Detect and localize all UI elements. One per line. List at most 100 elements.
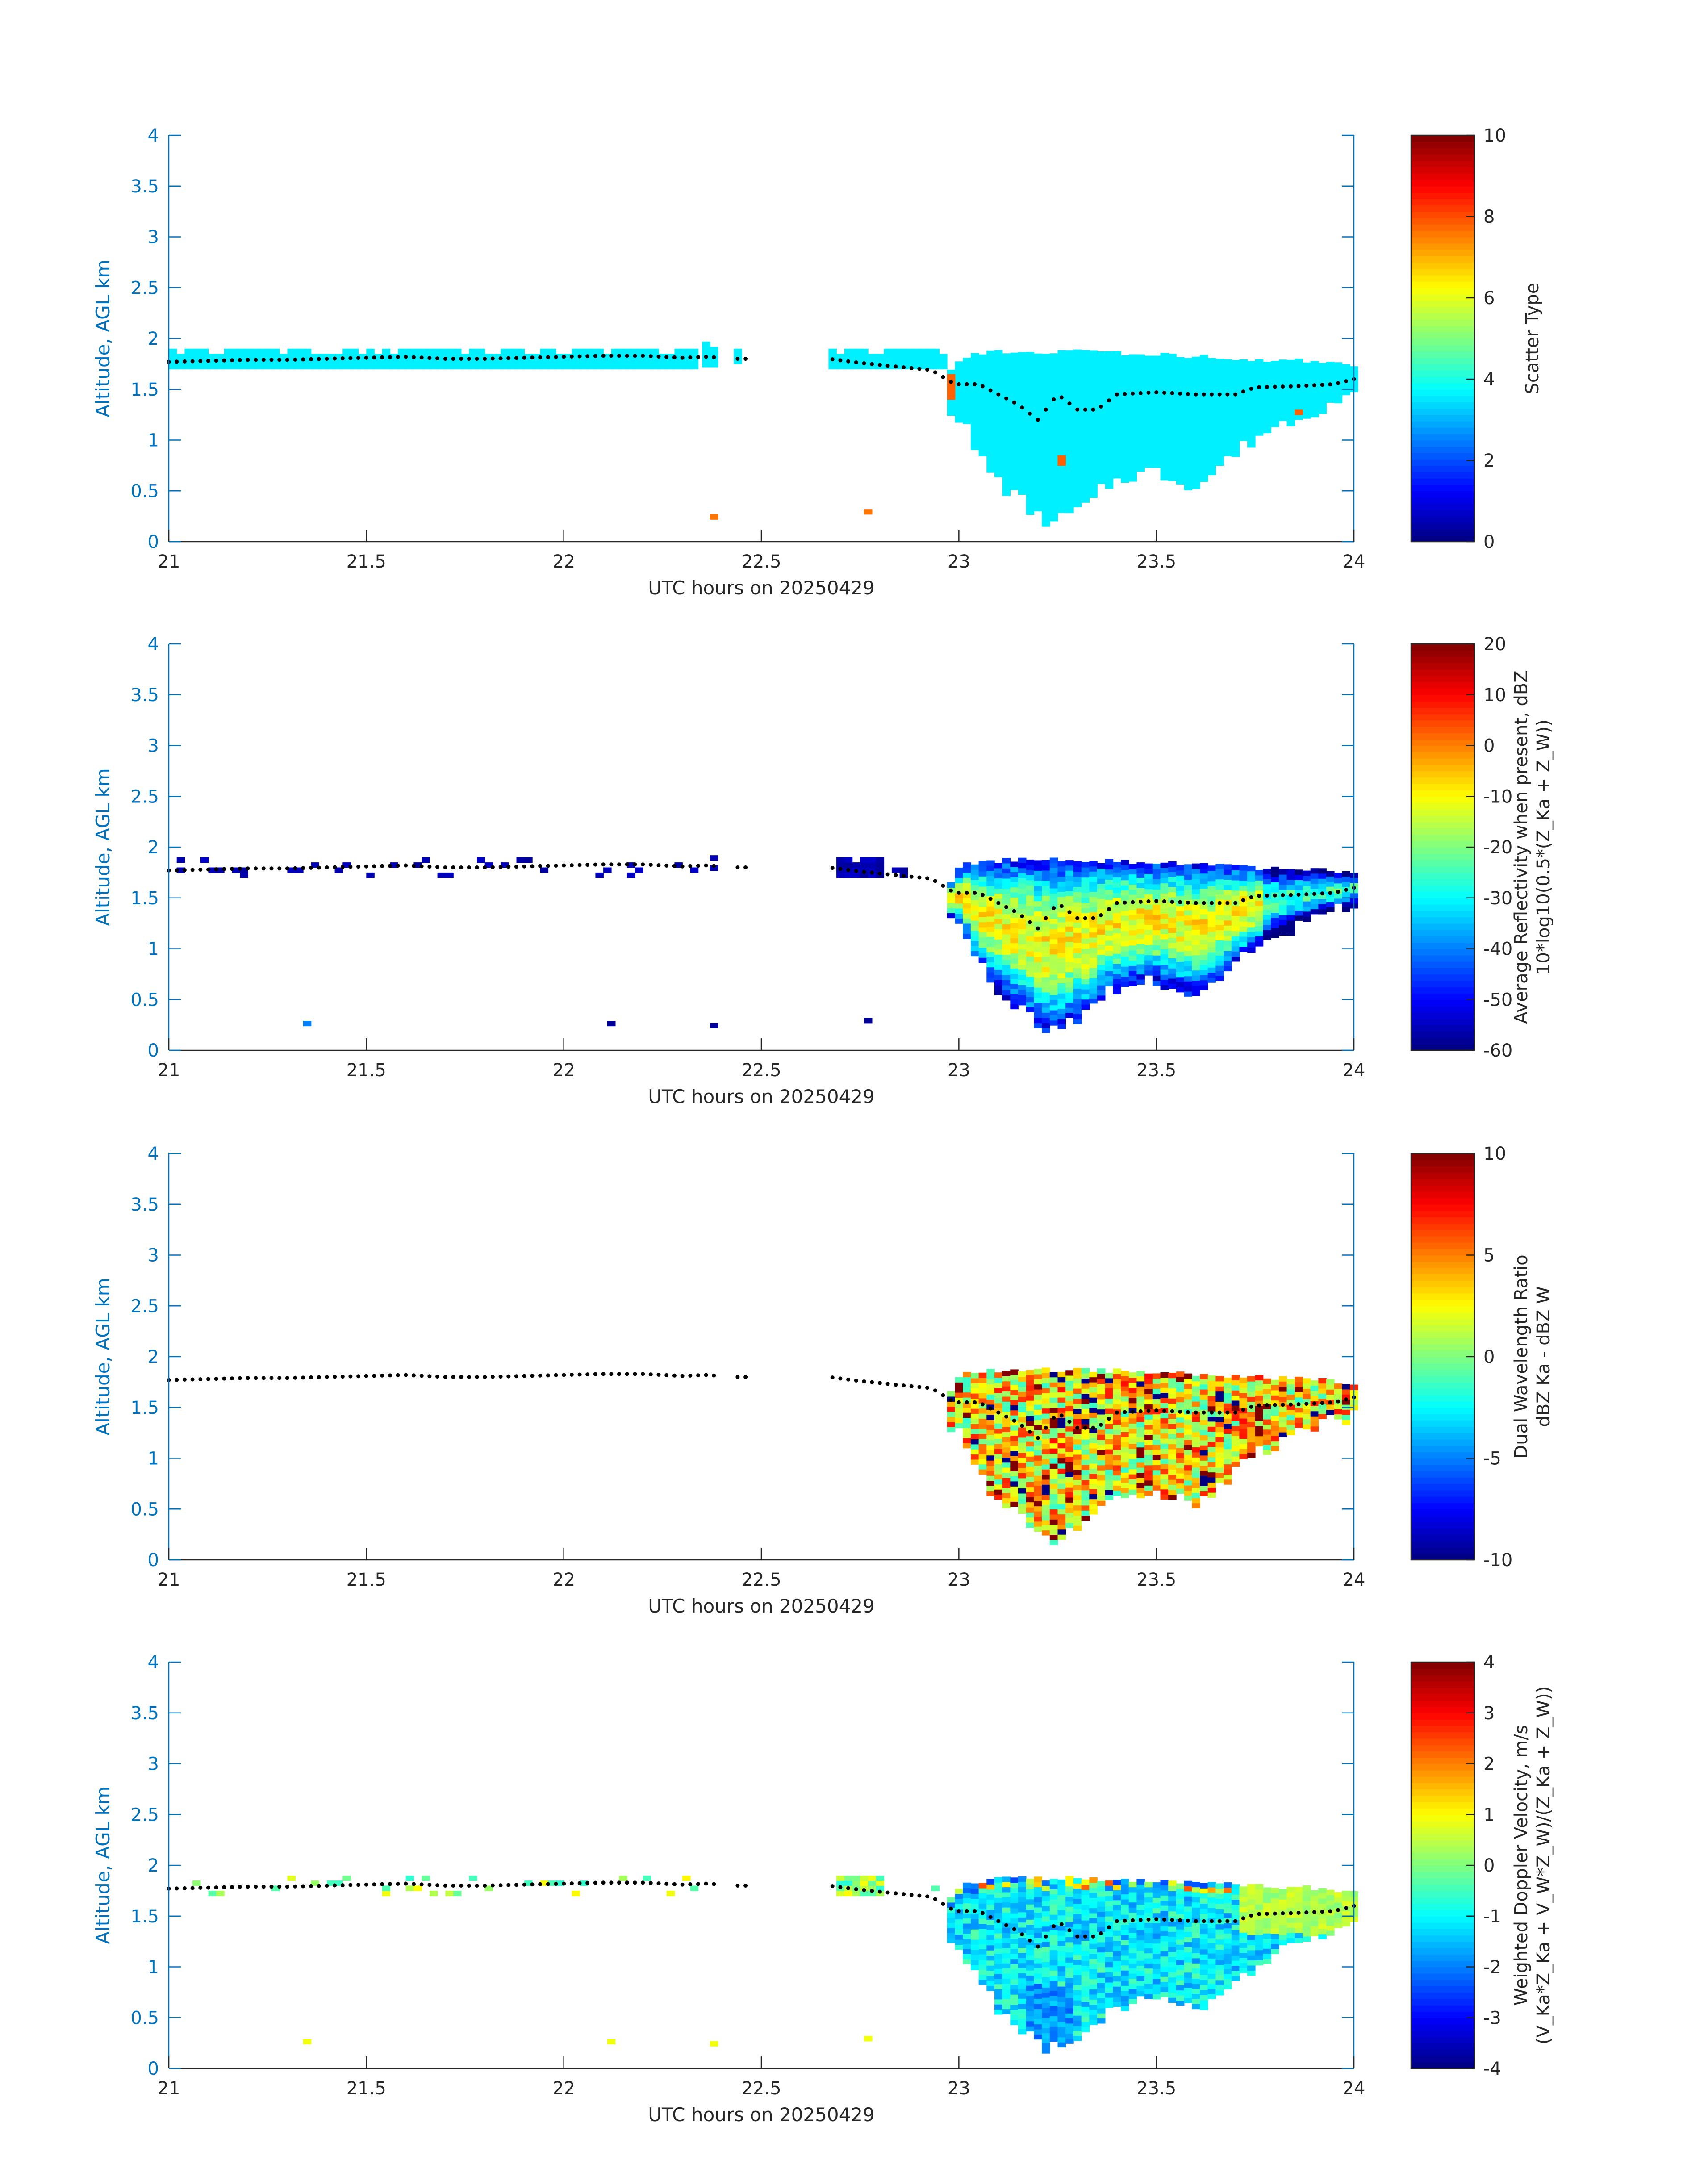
heatmap-cell xyxy=(994,903,1003,909)
heatmap-cell xyxy=(1121,1457,1129,1463)
heatmap-cell xyxy=(1034,1932,1042,1938)
heatmap-cell xyxy=(1152,884,1161,890)
heatmap-cell xyxy=(852,862,860,868)
heatmap-cell xyxy=(1057,983,1066,989)
y-tick-label: 2.5 xyxy=(130,278,159,298)
heatmap-cell xyxy=(1057,1976,1066,1982)
heatmap-cell xyxy=(1215,1381,1224,1387)
heatmap-cell xyxy=(1097,1434,1106,1440)
heatmap-cell xyxy=(1136,364,1145,370)
heatmap-cell xyxy=(1034,1404,1042,1410)
heatmap-cell xyxy=(1271,897,1279,903)
heatmap-cell xyxy=(1255,915,1264,921)
heatmap-cell xyxy=(1121,946,1129,952)
cloud-top-marker xyxy=(933,879,937,883)
heatmap-cell xyxy=(1247,1442,1256,1448)
cloud-top-marker xyxy=(1296,893,1301,897)
heatmap-cell xyxy=(1042,2043,1050,2049)
x-tick-label: 21 xyxy=(158,1570,180,1590)
heatmap-cell xyxy=(955,1914,963,1920)
heatmap-cell xyxy=(1144,970,1153,976)
heatmap-cell xyxy=(1176,438,1185,444)
heatmap-cell xyxy=(1097,478,1106,484)
cloud-top-marker xyxy=(1241,898,1245,903)
heatmap-cell xyxy=(955,1944,963,1950)
heatmap-cell xyxy=(963,1392,971,1398)
heatmap-cell xyxy=(1002,1897,1011,1903)
heatmap-cell xyxy=(366,359,375,364)
heatmap-cell xyxy=(994,1458,1003,1464)
heatmap-cell xyxy=(1065,431,1074,437)
heatmap-cell xyxy=(1286,1394,1295,1400)
heatmap-cell xyxy=(1034,1968,1042,1974)
heatmap-cell xyxy=(643,1875,651,1881)
heatmap-cell xyxy=(1168,1474,1177,1480)
heatmap-cell xyxy=(1160,1458,1169,1464)
cloud-top-marker xyxy=(1194,901,1198,905)
heatmap-cell xyxy=(844,872,853,878)
heatmap-cell xyxy=(1342,1394,1350,1400)
heatmap-cell xyxy=(1224,869,1232,875)
heatmap-cell xyxy=(1010,1964,1019,1969)
heatmap-cell xyxy=(1310,1416,1319,1422)
heatmap-cell xyxy=(1010,1908,1019,1914)
heatmap-cell xyxy=(1239,1387,1248,1393)
heatmap-cell xyxy=(1207,876,1216,882)
heatmap-cell xyxy=(1239,870,1248,876)
heatmap-cell xyxy=(1002,439,1011,445)
heatmap-cell xyxy=(1278,410,1287,416)
heatmap-cell xyxy=(1010,1913,1019,1919)
isolated-echo xyxy=(864,1018,873,1024)
heatmap-cell xyxy=(963,888,971,894)
heatmap-cell xyxy=(1200,355,1208,360)
heatmap-cell xyxy=(1160,888,1169,894)
heatmap-cell xyxy=(564,359,572,364)
heatmap-cell xyxy=(970,1378,979,1383)
cloud-top-marker xyxy=(885,1382,890,1386)
heatmap-cell xyxy=(1113,978,1121,984)
heatmap-cell xyxy=(1200,436,1208,442)
heatmap-cell xyxy=(216,364,225,370)
heatmap-cell xyxy=(1113,1429,1121,1435)
cloud-top-marker xyxy=(973,890,977,895)
heatmap-cell xyxy=(1176,885,1185,891)
heatmap-cell xyxy=(876,862,885,868)
heatmap-cell xyxy=(1073,861,1082,867)
heatmap-cell xyxy=(1105,869,1114,875)
heatmap-cell xyxy=(1026,1512,1035,1518)
heatmap-cell xyxy=(1034,931,1042,937)
heatmap-cell xyxy=(1002,1452,1011,1458)
heatmap-cell xyxy=(1081,365,1090,371)
heatmap-cell xyxy=(1065,2018,1074,2024)
heatmap-cell xyxy=(1057,1468,1066,1474)
cloud-top-marker xyxy=(1091,407,1095,412)
cloud-top-marker xyxy=(246,358,250,362)
heatmap-cell xyxy=(1278,1406,1287,1412)
cloud-top-marker xyxy=(1138,391,1143,395)
heatmap-cell xyxy=(1184,460,1193,465)
heatmap-cell xyxy=(1105,930,1114,936)
heatmap-cell xyxy=(1247,937,1256,943)
cloud-top-marker xyxy=(1249,1404,1253,1409)
heatmap-cell xyxy=(1034,1983,1042,1989)
heatmap-cell xyxy=(1010,469,1019,475)
cloud-top-marker xyxy=(688,864,693,868)
cloud-top-marker xyxy=(885,364,890,368)
heatmap-cell xyxy=(595,348,604,354)
colorbar-segment xyxy=(1411,281,1474,288)
heatmap-cell xyxy=(1152,457,1161,463)
heatmap-cell xyxy=(1034,886,1042,891)
heatmap-cell xyxy=(986,1394,995,1400)
cloud-top-marker xyxy=(269,1376,274,1380)
heatmap-cell xyxy=(963,414,971,419)
heatmap-cell xyxy=(1089,426,1098,432)
heatmap-cell xyxy=(1136,872,1145,878)
heatmap-cell xyxy=(1002,2003,1011,2010)
heatmap-cell xyxy=(852,354,860,359)
heatmap-cell xyxy=(1049,1950,1058,1956)
heatmap-cell xyxy=(1089,962,1098,968)
heatmap-cell xyxy=(1097,878,1106,884)
heatmap-cell xyxy=(1018,474,1027,480)
heatmap-cell xyxy=(1105,427,1114,433)
heatmap-cell xyxy=(1215,864,1224,869)
